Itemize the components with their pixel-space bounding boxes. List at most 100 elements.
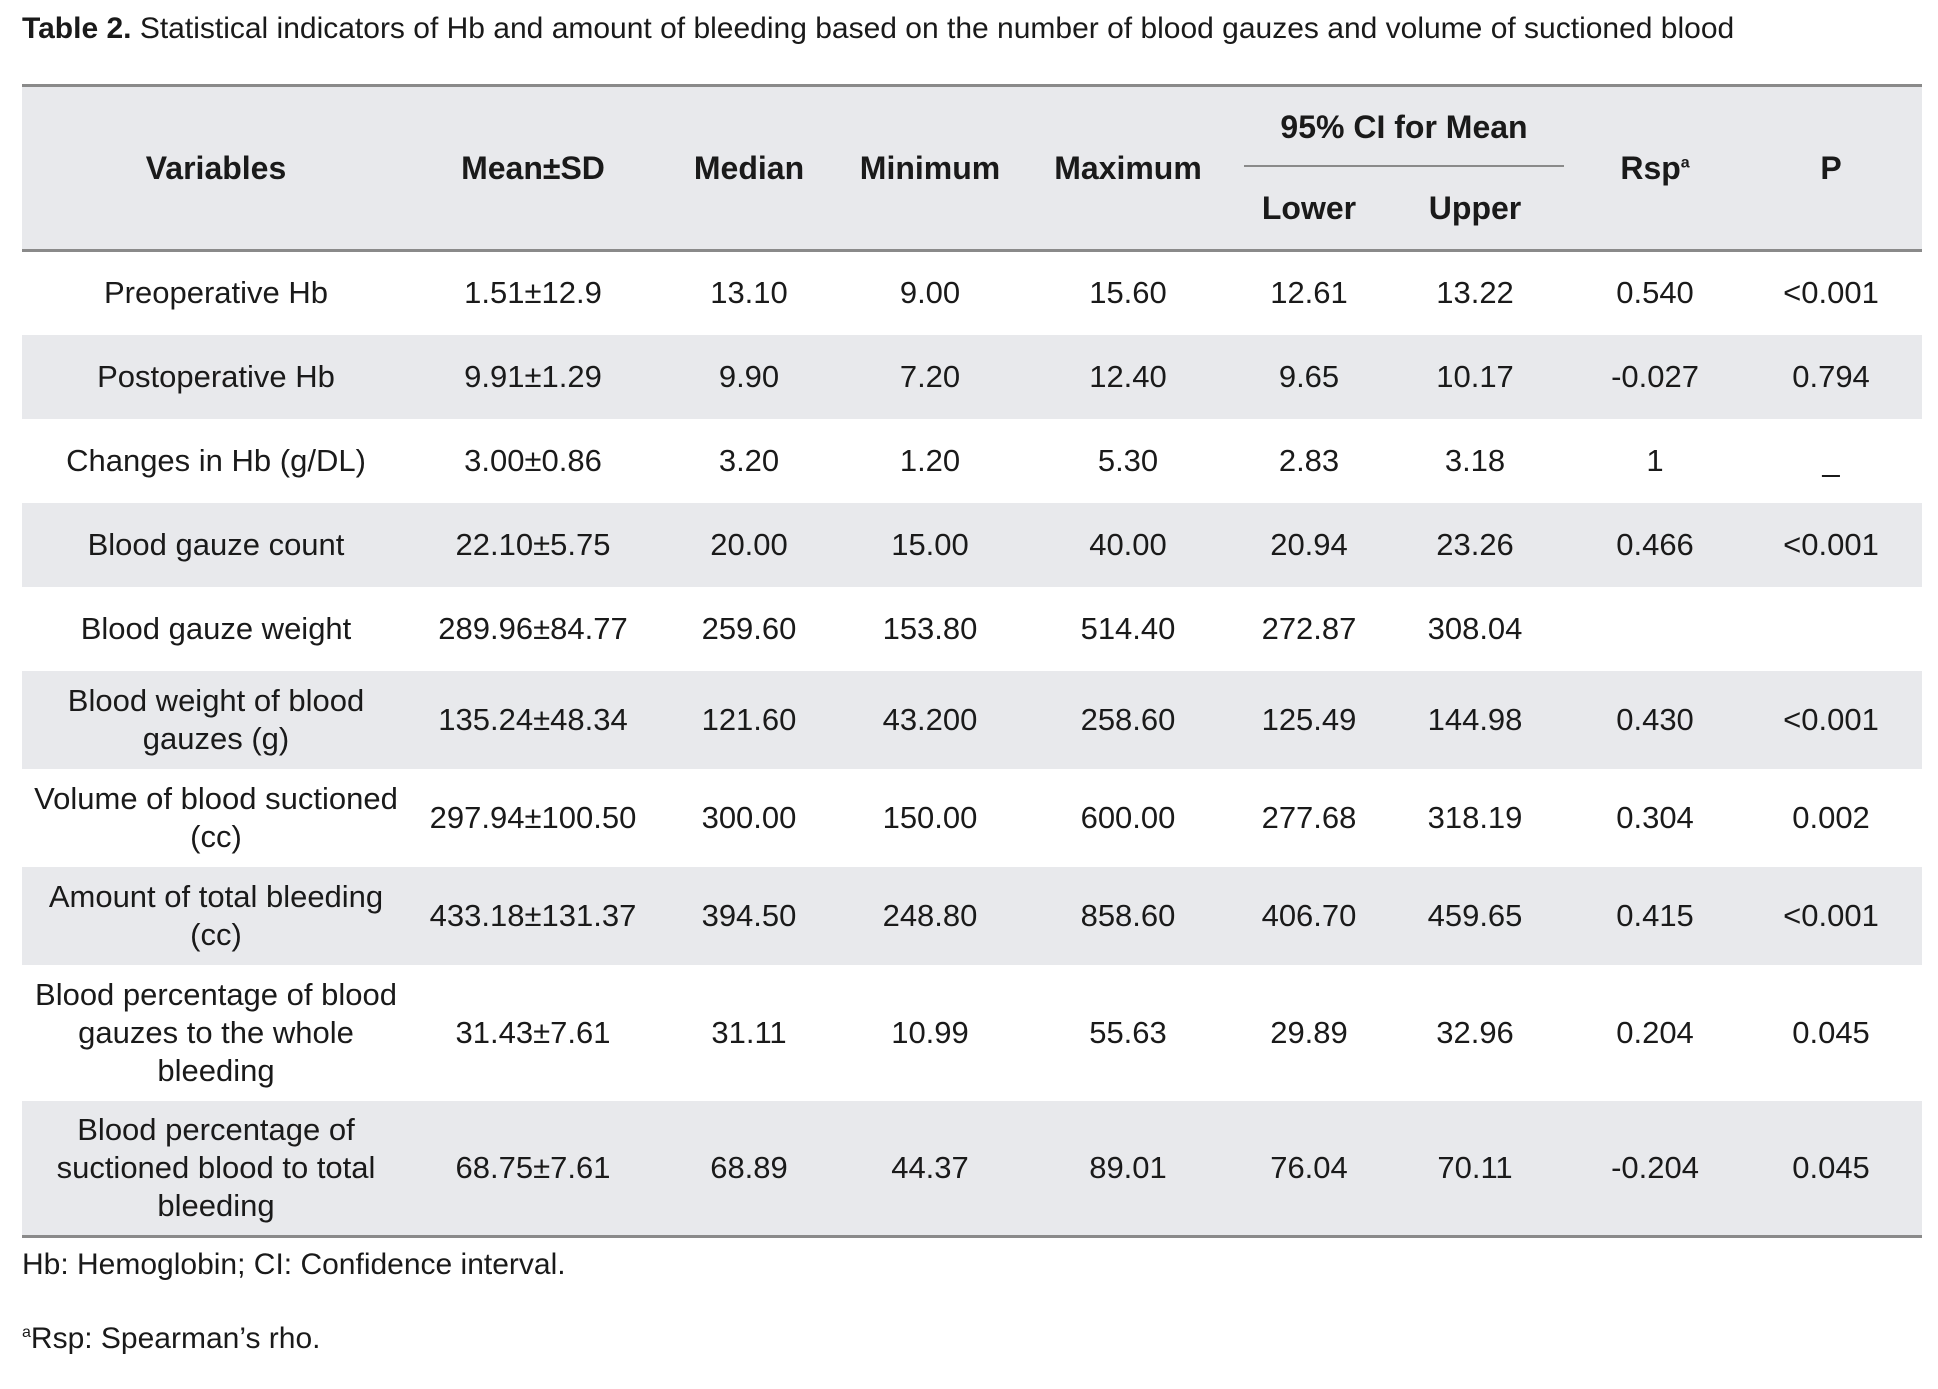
cell-median: 13.10 [710, 275, 788, 311]
header-lower: Lower [1261, 189, 1357, 226]
cell-median: 259.60 [701, 610, 797, 646]
header-variables: Variables [145, 149, 287, 186]
cell-median: 300.00 [701, 799, 797, 835]
cell-rsp: -0.027 [1611, 358, 1699, 394]
header-p: P [1820, 149, 1842, 186]
footnote: aRsp: Spearman’s rho. [22, 1322, 321, 1356]
header-rsp-label: Rsp [1620, 149, 1681, 186]
table-row: Blood percentage of suctioned blood to t… [22, 1100, 1923, 1237]
cell-ci-lower: 20.94 [1270, 526, 1348, 562]
abbreviations-note: Hb: Hemoglobin; CI: Confidence interval. [22, 1248, 566, 1281]
caption-label: Table 2. [22, 12, 132, 45]
cell-ci-upper: 70.11 [1437, 1149, 1513, 1185]
cell-p: 0.045 [1792, 1014, 1870, 1050]
header-rsp: Rspa [1570, 86, 1740, 251]
cell-ci-lower: 29.89 [1270, 1014, 1348, 1050]
cell-rsp: 0.204 [1616, 1014, 1694, 1050]
cell-variable: Volume of blood suctioned (cc) [34, 780, 398, 854]
cell-median: 9.90 [718, 358, 780, 394]
cell-variable: Postoperative Hb [97, 358, 335, 394]
cell-variable: Blood weight of blood gauzes (g) [67, 682, 365, 756]
cell-variable: Blood gauze count [87, 526, 345, 562]
cell-mean-sd: 31.43±7.61 [455, 1014, 611, 1050]
cell-rsp: 0.415 [1616, 897, 1694, 933]
table-header: Variables Mean±SD Median Minimum Maximum… [22, 85, 1923, 251]
cell-maximum: 12.40 [1089, 358, 1167, 394]
footnote-text: Rsp: Spearman’s rho. [30, 1322, 321, 1355]
cell-maximum: 15.60 [1089, 275, 1167, 311]
cell-mean-sd: 22.10±5.75 [455, 526, 611, 562]
cell-ci-upper: 318.19 [1427, 799, 1523, 835]
cell-minimum: 248.80 [882, 897, 978, 933]
cell-maximum: 258.60 [1080, 701, 1176, 737]
header-ci-group: 95% CI for Mean [1238, 86, 1570, 168]
cell-rsp: 0.466 [1616, 526, 1694, 562]
cell-maximum: 514.40 [1080, 610, 1176, 646]
table-caption: Table 2. Statistical indicators of Hb an… [22, 8, 1734, 50]
cell-maximum: 600.00 [1080, 799, 1176, 835]
cell-ci-lower: 12.61 [1270, 275, 1348, 311]
cell-mean-sd: 9.91±1.29 [464, 358, 602, 394]
header-upper: Upper [1428, 189, 1522, 226]
cell-ci-lower: 277.68 [1261, 799, 1357, 835]
cell-ci-lower: 406.70 [1261, 897, 1357, 933]
cell-ci-lower: 2.83 [1278, 442, 1340, 478]
table-row: Changes in Hb (g/DL) 3.00±0.86 3.20 1.20 5.3… [22, 418, 1923, 503]
cell-median: 394.50 [701, 897, 797, 933]
cell-rsp [1570, 587, 1740, 671]
cell-ci-upper: 23.26 [1436, 526, 1514, 562]
cell-mean-sd: 135.24±48.34 [438, 701, 628, 737]
cell-minimum: 153.80 [882, 610, 978, 646]
cell-p: _ [1822, 442, 1840, 478]
cell-maximum: 858.60 [1080, 897, 1176, 933]
footnote-marker: a [22, 1324, 31, 1341]
cell-variable: Blood percentage of suctioned blood to t… [56, 1111, 376, 1223]
cell-minimum: 15.00 [891, 526, 969, 562]
cell-p: <0.001 [1783, 701, 1879, 737]
cell-p: 0.002 [1792, 799, 1870, 835]
cell-minimum: 44.37 [891, 1149, 969, 1185]
cell-ci-lower: 272.87 [1261, 610, 1357, 646]
cell-ci-upper: 459.65 [1427, 897, 1523, 933]
cell-variable: Changes in Hb (g/DL) [66, 442, 366, 478]
header-maximum: Maximum [1054, 149, 1202, 186]
cell-maximum: 55.63 [1089, 1014, 1167, 1050]
cell-minimum: 10.99 [891, 1014, 969, 1050]
table-row: Preoperative Hb 1.51±12.9 13.10 9.00 15.60 12… [22, 250, 1923, 335]
cell-maximum: 5.30 [1097, 442, 1159, 478]
cell-rsp: 1 [1646, 442, 1664, 478]
cell-ci-upper: 13.22 [1436, 275, 1514, 311]
header-mean-sd: Mean±SD [461, 149, 605, 186]
table-body: Preoperative Hb 1.51±12.9 13.10 9.00 15.60 12… [22, 250, 1923, 1237]
cell-variable: Blood gauze weight [80, 610, 352, 646]
cell-maximum: 40.00 [1089, 526, 1167, 562]
table-row: Postoperative Hb 9.91±1.29 9.90 7.20 12.40 9.… [22, 334, 1923, 419]
cell-ci-lower: 125.49 [1261, 701, 1357, 737]
cell-ci-upper: 144.98 [1427, 701, 1523, 737]
cell-mean-sd: 297.94±100.50 [429, 799, 637, 835]
cell-rsp: 0.540 [1616, 275, 1694, 311]
cell-ci-upper: 3.18 [1444, 442, 1506, 478]
header-rsp-superscript: a [1680, 153, 1690, 171]
cell-p: 0.794 [1792, 358, 1870, 394]
cell-minimum: 150.00 [882, 799, 978, 835]
cell-minimum: 1.20 [899, 442, 961, 478]
cell-p: <0.001 [1783, 275, 1879, 311]
table-row: Blood gauze count 22.10±5.75 20.00 15.00 40.… [22, 502, 1923, 587]
cell-variable: Preoperative Hb [103, 275, 328, 311]
cell-minimum: 7.20 [899, 358, 961, 394]
cell-minimum: 9.00 [899, 275, 961, 311]
cell-median: 121.60 [701, 701, 797, 737]
header-median: Median [693, 149, 805, 186]
cell-maximum: 89.01 [1089, 1149, 1167, 1185]
cell-mean-sd: 289.96±84.77 [438, 610, 628, 646]
cell-median: 31.11 [711, 1014, 787, 1050]
cell-ci-upper: 10.17 [1436, 358, 1514, 394]
cell-ci-upper: 32.96 [1436, 1014, 1514, 1050]
cell-mean-sd: 3.00±0.86 [464, 442, 602, 478]
cell-rsp: -0.204 [1611, 1149, 1699, 1185]
cell-p [1740, 587, 1922, 671]
cell-median: 68.89 [710, 1149, 788, 1185]
cell-p: <0.001 [1783, 897, 1879, 933]
table-row: Volume of blood suctioned (cc) 297.94±100… [22, 768, 1923, 867]
